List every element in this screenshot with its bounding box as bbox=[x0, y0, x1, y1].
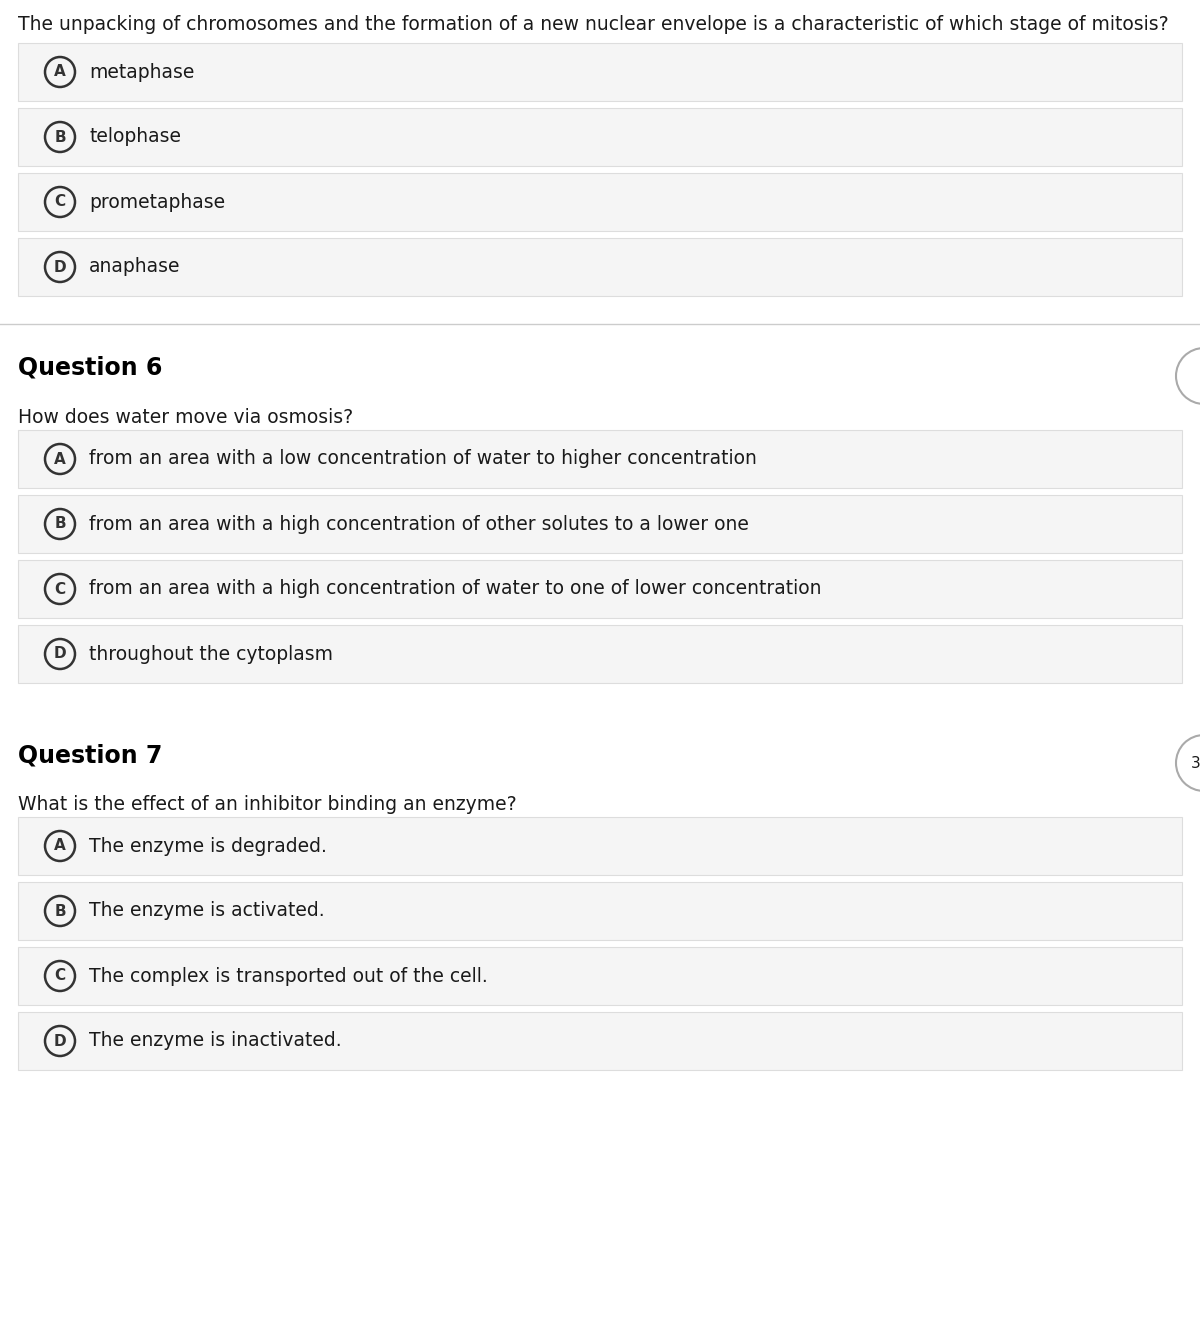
Text: How does water move via osmosis?: How does water move via osmosis? bbox=[18, 408, 353, 427]
Text: D: D bbox=[54, 260, 66, 275]
Text: The complex is transported out of the cell.: The complex is transported out of the ce… bbox=[89, 967, 487, 986]
Text: A: A bbox=[54, 839, 66, 854]
Text: B: B bbox=[54, 516, 66, 531]
Text: The enzyme is activated.: The enzyme is activated. bbox=[89, 902, 325, 920]
Text: D: D bbox=[54, 647, 66, 662]
FancyBboxPatch shape bbox=[18, 430, 1182, 488]
Text: D: D bbox=[54, 1034, 66, 1049]
Text: The unpacking of chromosomes and the formation of a new nuclear envelope is a ch: The unpacking of chromosomes and the for… bbox=[18, 15, 1169, 33]
Text: telophase: telophase bbox=[89, 128, 181, 147]
Text: The enzyme is degraded.: The enzyme is degraded. bbox=[89, 836, 326, 855]
Text: C: C bbox=[54, 968, 66, 983]
Text: from an area with a low concentration of water to higher concentration: from an area with a low concentration of… bbox=[89, 450, 757, 468]
Text: The enzyme is inactivated.: The enzyme is inactivated. bbox=[89, 1031, 342, 1050]
Text: from an area with a high concentration of water to one of lower concentration: from an area with a high concentration o… bbox=[89, 579, 822, 599]
FancyBboxPatch shape bbox=[18, 108, 1182, 165]
FancyBboxPatch shape bbox=[18, 947, 1182, 1005]
FancyBboxPatch shape bbox=[18, 816, 1182, 875]
FancyBboxPatch shape bbox=[18, 1013, 1182, 1070]
FancyBboxPatch shape bbox=[18, 173, 1182, 231]
FancyBboxPatch shape bbox=[18, 237, 1182, 296]
Text: C: C bbox=[54, 582, 66, 596]
Text: A: A bbox=[54, 451, 66, 467]
Text: B: B bbox=[54, 129, 66, 144]
FancyBboxPatch shape bbox=[18, 626, 1182, 683]
Text: prometaphase: prometaphase bbox=[89, 192, 226, 212]
Text: Question 6: Question 6 bbox=[18, 356, 162, 380]
Text: C: C bbox=[54, 195, 66, 209]
Text: throughout the cytoplasm: throughout the cytoplasm bbox=[89, 644, 334, 663]
Text: A: A bbox=[54, 64, 66, 80]
Text: Question 7: Question 7 bbox=[18, 743, 162, 767]
Text: What is the effect of an inhibitor binding an enzyme?: What is the effect of an inhibitor bindi… bbox=[18, 795, 517, 814]
Text: anaphase: anaphase bbox=[89, 257, 180, 276]
Text: 3: 3 bbox=[1192, 755, 1200, 771]
FancyBboxPatch shape bbox=[18, 560, 1182, 618]
Text: from an area with a high concentration of other solutes to a lower one: from an area with a high concentration o… bbox=[89, 515, 749, 534]
FancyBboxPatch shape bbox=[18, 882, 1182, 940]
FancyBboxPatch shape bbox=[18, 43, 1182, 101]
Text: B: B bbox=[54, 903, 66, 919]
Text: metaphase: metaphase bbox=[89, 63, 194, 81]
FancyBboxPatch shape bbox=[18, 495, 1182, 554]
